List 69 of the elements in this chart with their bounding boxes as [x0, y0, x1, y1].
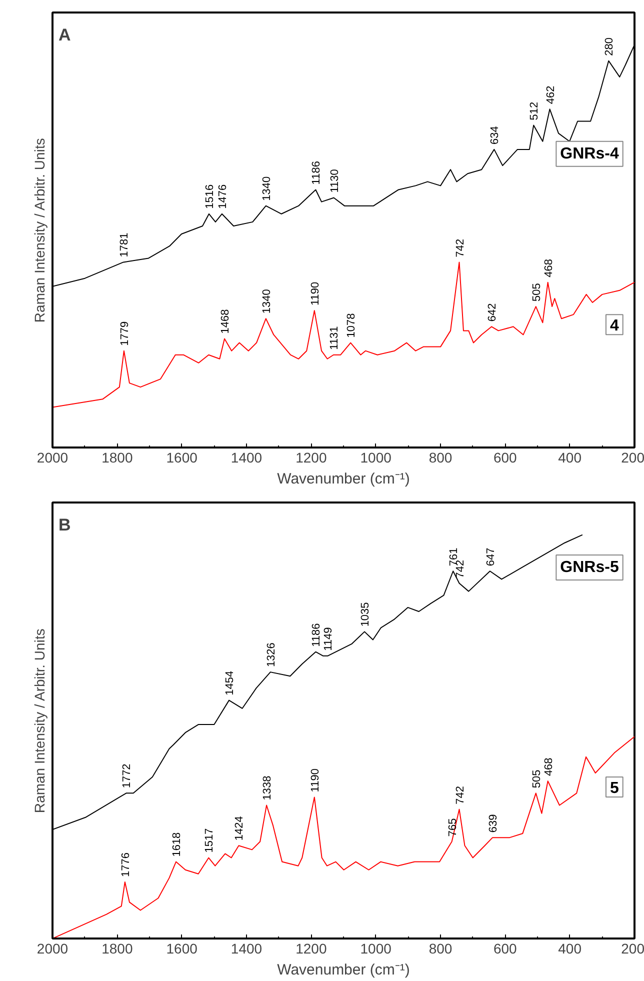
- x-tick-label: 400: [558, 450, 582, 466]
- y-axis-title: Raman Intensity / Arbitr. Units: [32, 628, 48, 814]
- x-tick-label: 1600: [166, 450, 198, 466]
- annotation: 647: [484, 548, 497, 566]
- annotation: 765: [446, 818, 459, 837]
- x-tick-label: 400: [558, 940, 582, 956]
- annotation: 1078: [346, 313, 358, 338]
- x-tick-label: 200: [621, 940, 644, 956]
- annotation: 1340: [260, 176, 273, 201]
- x-tick-label: 1200: [296, 940, 327, 956]
- annotation: 742: [454, 560, 466, 578]
- annotation: 742: [454, 238, 466, 258]
- annotation: 639: [488, 814, 500, 833]
- annotation: 1779: [118, 321, 131, 346]
- series-label: GNRs-4: [560, 145, 619, 162]
- annotation: 468: [542, 259, 555, 278]
- x-tick-label: 1600: [166, 940, 198, 956]
- annotation: 1776: [120, 852, 132, 877]
- annotation: 1186: [310, 623, 323, 647]
- annotation: 1424: [234, 816, 246, 841]
- chart-title: A: [58, 26, 71, 45]
- x-tick-label: 2000: [36, 450, 68, 466]
- x-axis-title: Wavenumber (cm⁻¹): [277, 962, 410, 978]
- annotation: 642: [486, 303, 499, 322]
- annotation: 742: [454, 786, 466, 804]
- annotation: 505: [530, 283, 543, 302]
- annotation: 634: [489, 126, 502, 144]
- chart-title: B: [58, 516, 71, 535]
- annotation: 1149: [322, 627, 335, 651]
- annotation: 1338: [262, 776, 274, 800]
- x-tick-label: 1800: [102, 940, 133, 956]
- annotation: 1190: [309, 768, 322, 792]
- annotation: 1516: [204, 184, 216, 209]
- annotation: 1326: [265, 642, 278, 668]
- annotation: 1476: [216, 184, 229, 209]
- annotation: 1618: [171, 832, 184, 857]
- annotation: 462: [544, 86, 557, 104]
- annotation: 280: [604, 37, 616, 56]
- annotation: 1035: [360, 602, 372, 627]
- annotation: 1131: [328, 326, 340, 350]
- x-tick-label: 1400: [230, 450, 262, 466]
- series-label: GNRs-5: [560, 558, 619, 576]
- series-label: 4: [610, 318, 619, 335]
- x-tick-label: 2000: [36, 940, 68, 956]
- annotation: 1190: [309, 282, 322, 306]
- annotation: 468: [542, 758, 555, 776]
- x-tick-label: 1000: [360, 450, 392, 466]
- x-tick-label: 1400: [230, 940, 262, 956]
- series-label: 5: [610, 780, 619, 798]
- annotation: 1340: [260, 289, 273, 314]
- annotation: 1468: [220, 309, 232, 334]
- annotation: 1517: [204, 828, 216, 853]
- annotation: 1130: [328, 169, 341, 193]
- annotation: 1772: [121, 764, 134, 788]
- x-axis-title: Wavenumber (cm⁻¹): [277, 470, 410, 488]
- annotation: 1454: [224, 670, 236, 696]
- annotation: 512: [528, 102, 541, 120]
- y-axis-title: Raman Intensity / Arbitr. Units: [32, 138, 48, 323]
- x-tick-label: 600: [493, 940, 518, 956]
- annotation: 505: [530, 770, 543, 788]
- x-tick-label: 1200: [296, 450, 327, 466]
- annotation: 1186: [310, 161, 323, 185]
- x-tick-label: 1800: [102, 450, 133, 466]
- x-tick-label: 800: [428, 940, 452, 956]
- x-tick-label: 600: [493, 450, 518, 466]
- x-tick-label: 800: [428, 450, 452, 466]
- annotation: 1781: [118, 232, 130, 258]
- x-tick-label: 200: [621, 450, 644, 466]
- x-tick-label: 1000: [360, 940, 392, 956]
